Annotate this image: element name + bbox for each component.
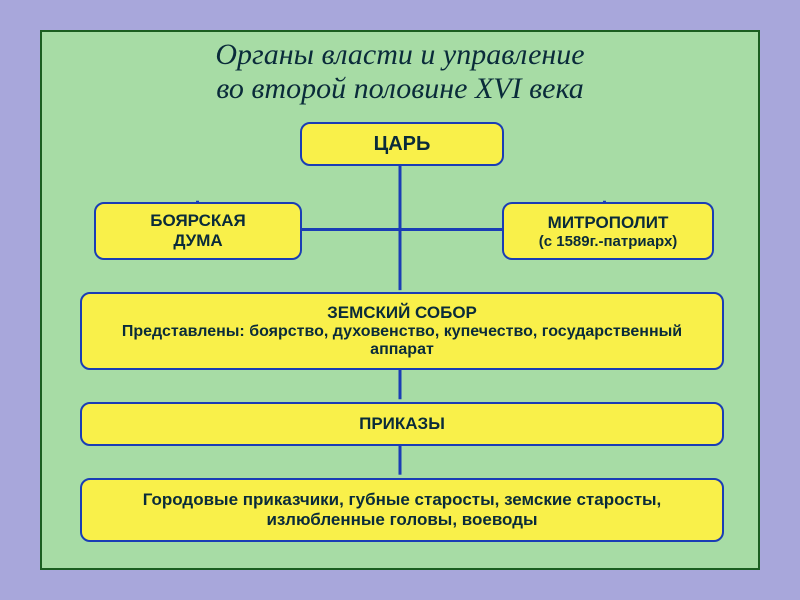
node-sobor-label: ЗЕМСКИЙ СОБОР	[327, 303, 477, 323]
node-tsar: ЦАРЬ	[300, 122, 504, 166]
node-local-authorities: Городовые приказчики, губные старосты, з…	[80, 478, 724, 542]
node-mitropolit-sub: (с 1589г.-патриарх)	[539, 233, 678, 250]
node-duma-label-2: ДУМА	[173, 231, 222, 251]
diagram-title: Органы власти и управление во второй пол…	[42, 38, 758, 105]
node-tsar-label: ЦАРЬ	[374, 133, 431, 156]
diagram-card: Органы власти и управление во второй пол…	[40, 30, 760, 570]
node-boyar-duma: БОЯРСКАЯ ДУМА	[94, 202, 302, 260]
node-duma-label-1: БОЯРСКАЯ	[150, 211, 246, 231]
title-line-1: Органы власти и управление	[42, 38, 758, 72]
node-local-label: Городовые приказчики, губные старосты, з…	[90, 490, 714, 530]
node-prikazy-label: ПРИКАЗЫ	[359, 414, 445, 434]
node-mitropolit-label: МИТРОПОЛИТ	[548, 213, 669, 233]
title-line-2: во второй половине XVI века	[42, 72, 758, 106]
node-zemsky-sobor: ЗЕМСКИЙ СОБОР Представлены: боярство, ду…	[80, 292, 724, 370]
node-mitropolit: МИТРОПОЛИТ (с 1589г.-патриарх)	[502, 202, 714, 260]
node-sobor-sub: Представлены: боярство, духовенство, куп…	[90, 323, 714, 359]
node-prikazy: ПРИКАЗЫ	[80, 402, 724, 446]
